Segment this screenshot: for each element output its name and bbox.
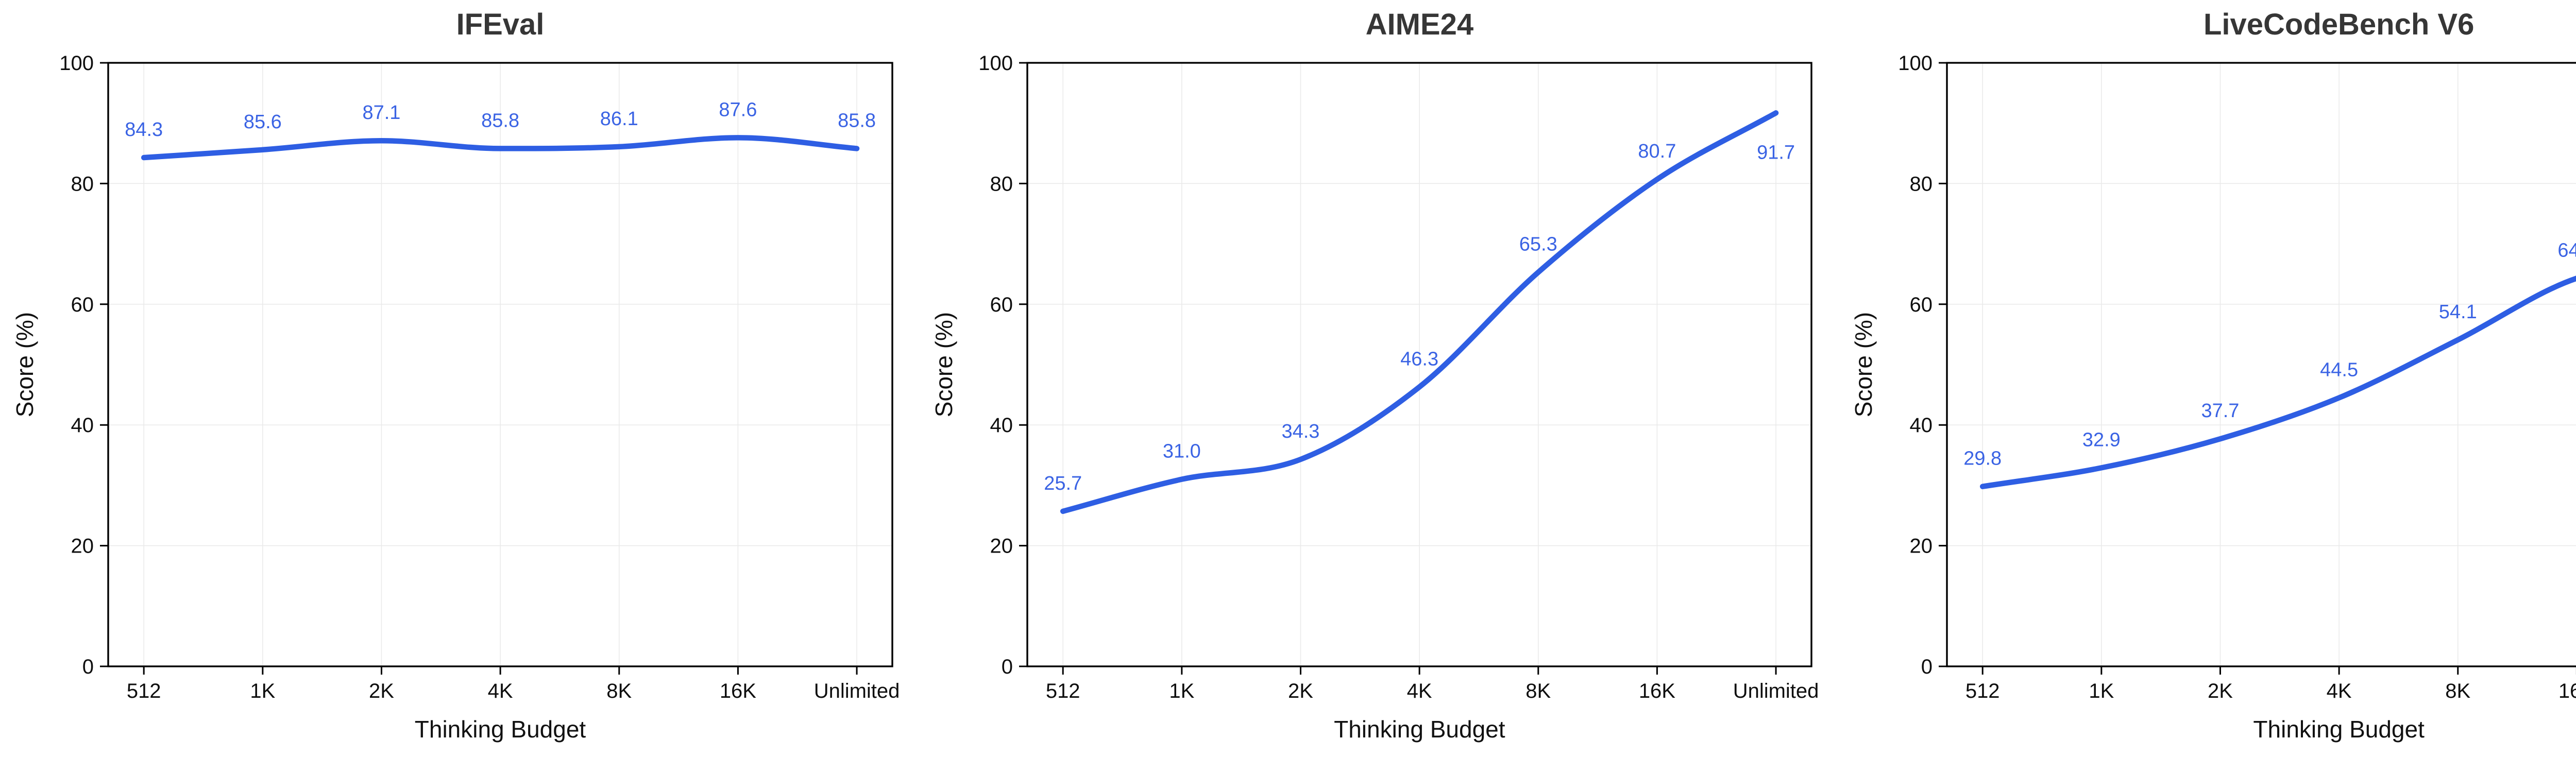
x-tick-label: 2K — [369, 680, 394, 702]
y-tick-label: 80 — [1909, 173, 1932, 195]
y-tick-label: 20 — [1909, 535, 1932, 558]
data-point-label: 85.8 — [838, 110, 876, 131]
data-point-label: 46.3 — [1400, 348, 1438, 370]
x-tick-label: 1K — [2089, 680, 2114, 702]
y-tick-label: 100 — [59, 52, 94, 75]
x-tick-label: 8K — [2445, 680, 2470, 702]
data-point-label: 34.3 — [1282, 421, 1320, 442]
x-tick-label: 4K — [1407, 680, 1432, 702]
y-tick-label: 100 — [1898, 52, 1933, 75]
x-tick-label: 1K — [1170, 680, 1195, 702]
data-point-label: 44.5 — [2320, 359, 2358, 381]
x-tick-label: 16K — [720, 680, 756, 702]
data-point-label: 84.3 — [125, 119, 163, 141]
y-tick-label: 60 — [990, 294, 1013, 316]
data-point-label: 25.7 — [1044, 473, 1082, 494]
x-tick-label: 512 — [1965, 680, 1999, 702]
y-tick-label: 0 — [1921, 656, 1932, 678]
data-line — [1979, 276, 2576, 489]
chart-panel-livecodebench: 5121K2K4K8K16KUnlimited02040608010029.83… — [1839, 0, 2576, 757]
x-axis-label-ifeval: Thinking Budget — [414, 716, 586, 743]
data-point-label: 37.7 — [2201, 400, 2239, 422]
x-tick-label: 512 — [127, 680, 161, 702]
data-point-label: 31.0 — [1163, 441, 1201, 462]
y-tick-label: 20 — [990, 535, 1013, 558]
x-tick-label: 8K — [606, 680, 632, 702]
x-tick-label: 1K — [250, 680, 275, 702]
y-tick-label: 40 — [71, 414, 94, 437]
data-line — [1060, 110, 1779, 514]
data-point-label: 87.1 — [363, 102, 401, 124]
x-tick-label: 16K — [1639, 680, 1675, 702]
x-tick-label: 4K — [488, 680, 513, 702]
chart-panel-aime24: 512 1K 2K 4K 8K 16K Unlimited 0 20 40 60 80 100 25.7 3… — [919, 0, 1838, 757]
data-point-label: 85.8 — [481, 110, 519, 131]
y-axis-label-ifeval: Score (%) — [11, 312, 38, 418]
x-tick-label: 8K — [1526, 680, 1551, 702]
data-line — [141, 135, 860, 161]
y-tick-label: 80 — [990, 173, 1013, 195]
data-point-label: 64.3 — [2557, 239, 2576, 261]
y-tick-label: 60 — [1909, 294, 1932, 316]
y-tick-label: 0 — [82, 656, 94, 678]
y-tick-label: 20 — [71, 535, 94, 558]
data-point-label: 54.1 — [2438, 301, 2477, 323]
y-tick-label: 40 — [1909, 414, 1932, 437]
chart-panel-ifeval: 512 1K 2K 4K 8K 16K Unlimited 0 20 40 60 80 100 84.3 8… — [0, 0, 919, 757]
data-point-label: 32.9 — [2082, 429, 2121, 451]
data-point-label: 87.6 — [719, 99, 757, 121]
y-tick-label: 100 — [979, 52, 1013, 75]
y-axis-label-livecodebench: Score (%) — [1850, 312, 1877, 418]
data-point-label: 65.3 — [1519, 234, 1557, 255]
y-tick-label: 0 — [1002, 656, 1013, 678]
chart-title-ifeval: IFEval — [456, 8, 545, 41]
x-tick-label: Unlimited — [814, 680, 900, 702]
data-point-label: 85.6 — [244, 111, 282, 133]
y-tick-label: 40 — [990, 414, 1013, 437]
x-tick-label: 512 — [1046, 680, 1080, 702]
x-tick-label: 16K — [2558, 680, 2576, 702]
x-axis-label-livecodebench: Thinking Budget — [2253, 716, 2425, 743]
chart-livecodebench: 5121K2K4K8K16KUnlimited02040608010029.83… — [1898, 52, 2576, 702]
data-point-label: 29.8 — [1963, 448, 2002, 470]
data-point-label: 91.7 — [1757, 142, 1795, 163]
data-point-label: 80.7 — [1638, 141, 1676, 162]
x-axis-label-aime24: Thinking Budget — [1334, 716, 1505, 743]
x-tick-label: 4K — [2326, 680, 2351, 702]
plot-border — [1945, 62, 2576, 667]
chart-title-aime24: AIME24 — [1365, 8, 1474, 41]
chart-title-livecodebench: LiveCodeBench V6 — [2203, 8, 2475, 41]
chart-ifeval: 512 1K 2K 4K 8K 16K Unlimited 0 20 40 60 80 100 84.3 8… — [59, 52, 900, 702]
y-tick-label: 60 — [71, 294, 94, 316]
data-point-label: 86.1 — [600, 108, 638, 130]
y-tick-label: 80 — [71, 173, 94, 195]
x-tick-label: 2K — [1288, 680, 1313, 702]
x-tick-label: Unlimited — [1733, 680, 1819, 702]
y-axis-label-aime24: Score (%) — [930, 312, 958, 418]
chart-aime24: 512 1K 2K 4K 8K 16K Unlimited 0 20 40 60 80 100 25.7 3… — [979, 52, 1819, 702]
x-tick-label: 2K — [2208, 680, 2233, 702]
